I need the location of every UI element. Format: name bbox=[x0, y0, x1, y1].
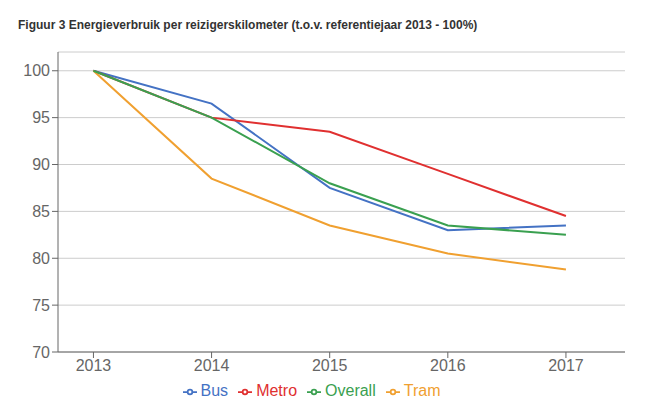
svg-text:2013: 2013 bbox=[76, 357, 112, 374]
svg-text:2015: 2015 bbox=[312, 357, 348, 374]
svg-text:75: 75 bbox=[32, 297, 50, 314]
html-text:Overall: Overall bbox=[325, 382, 376, 399]
svg-text:2016: 2016 bbox=[430, 357, 466, 374]
html-text:Figuur 3 Energieverbruik per r: Figuur 3 Energieverbruik per reizigerski… bbox=[18, 18, 478, 32]
svg-text:100: 100 bbox=[23, 62, 50, 79]
svg-text:85: 85 bbox=[32, 203, 50, 220]
svg-text:90: 90 bbox=[32, 156, 50, 173]
svg-text:2017: 2017 bbox=[548, 357, 584, 374]
html-text:Bus: Bus bbox=[200, 382, 229, 399]
svg-text:95: 95 bbox=[32, 109, 50, 126]
html-text:Tram: Tram bbox=[403, 382, 441, 399]
html-text:Metro: Metro bbox=[256, 382, 297, 399]
svg-text:70: 70 bbox=[32, 344, 50, 361]
svg-text:80: 80 bbox=[32, 250, 50, 267]
svg-text:2014: 2014 bbox=[194, 357, 230, 374]
